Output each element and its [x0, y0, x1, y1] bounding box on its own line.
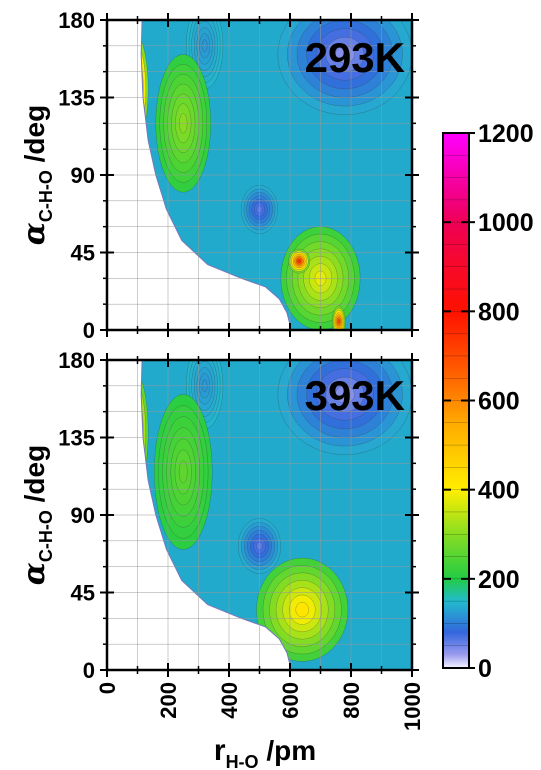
colorbar-tick-label: 0 — [478, 655, 492, 683]
x-tick-label: 600 — [278, 682, 303, 719]
x-tick-label: 200 — [156, 682, 181, 719]
grid-lines — [107, 360, 412, 670]
x-tick-label: 1000 — [400, 682, 425, 731]
panel-393k: 0 45 90 135 180 0 200 400 600 800 1000 393K αC-H-… — [17, 348, 425, 731]
y-tick-label: 45 — [71, 581, 95, 606]
x-tick-label: 400 — [217, 682, 242, 719]
y-label-unit: /deg — [19, 105, 50, 170]
x-label-subscript: H-O — [226, 752, 259, 770]
y-label-subscript: C-H-O — [36, 510, 56, 562]
y-tick-label: 90 — [71, 163, 95, 188]
y-tick-label: 90 — [71, 503, 95, 528]
heatmap-contour — [297, 259, 301, 264]
x-label-unit: /pm — [259, 735, 317, 766]
y-axis-label: αC-H-O /deg — [17, 445, 56, 585]
colorbar: 0 200 400 600 800 1000 1200 — [442, 120, 534, 683]
x-label-symbol: r — [214, 734, 226, 767]
y-tick-label: 135 — [58, 86, 95, 111]
panel-title-393k: 393K — [305, 372, 405, 419]
y-label-subscript: C-H-O — [36, 170, 56, 222]
y-tick-label: 0 — [83, 318, 95, 343]
heatmap-contour — [178, 460, 188, 484]
colorbar-tick-label: 1200 — [478, 120, 534, 148]
x-ticks — [106, 13, 413, 337]
heatmap-contour — [337, 318, 340, 324]
y-tick-label: 0 — [83, 658, 95, 683]
panel-title-293k: 293K — [305, 34, 405, 81]
x-tick-label: 800 — [339, 682, 364, 719]
y-axis-label: αC-H-O /deg — [17, 105, 56, 245]
y-tick-label: 180 — [58, 8, 95, 33]
colorbar-tick-label: 600 — [478, 388, 520, 416]
y-label-symbol: α — [17, 222, 52, 245]
x-ticks: 0 200 400 600 800 1000 — [95, 353, 425, 731]
grid-lines — [107, 20, 412, 330]
y-tick-label: 180 — [58, 348, 95, 373]
x-axis-label: rH-O /pm — [214, 734, 316, 770]
colorbar-tick-label: 1000 — [478, 209, 534, 237]
y-ticks: 0 45 90 135 180 — [58, 348, 419, 683]
colorbar-tick-label: 800 — [478, 298, 520, 326]
y-label-symbol: α — [17, 562, 52, 585]
panel-293k: 0 45 90 135 180 293K αC-H-O /deg — [17, 8, 419, 343]
colorbar-tick-label: 400 — [478, 477, 520, 505]
y-ticks: 0 45 90 135 180 — [58, 8, 419, 343]
colorbar-ticks: 0 200 400 600 800 1000 1200 — [443, 120, 534, 683]
y-label-unit: /deg — [19, 445, 50, 510]
x-tick-label: 0 — [95, 682, 120, 694]
y-tick-label: 45 — [71, 241, 95, 266]
y-tick-label: 135 — [58, 426, 95, 451]
colorbar-tick-label: 200 — [478, 566, 520, 594]
heatmap-contour — [295, 602, 309, 618]
